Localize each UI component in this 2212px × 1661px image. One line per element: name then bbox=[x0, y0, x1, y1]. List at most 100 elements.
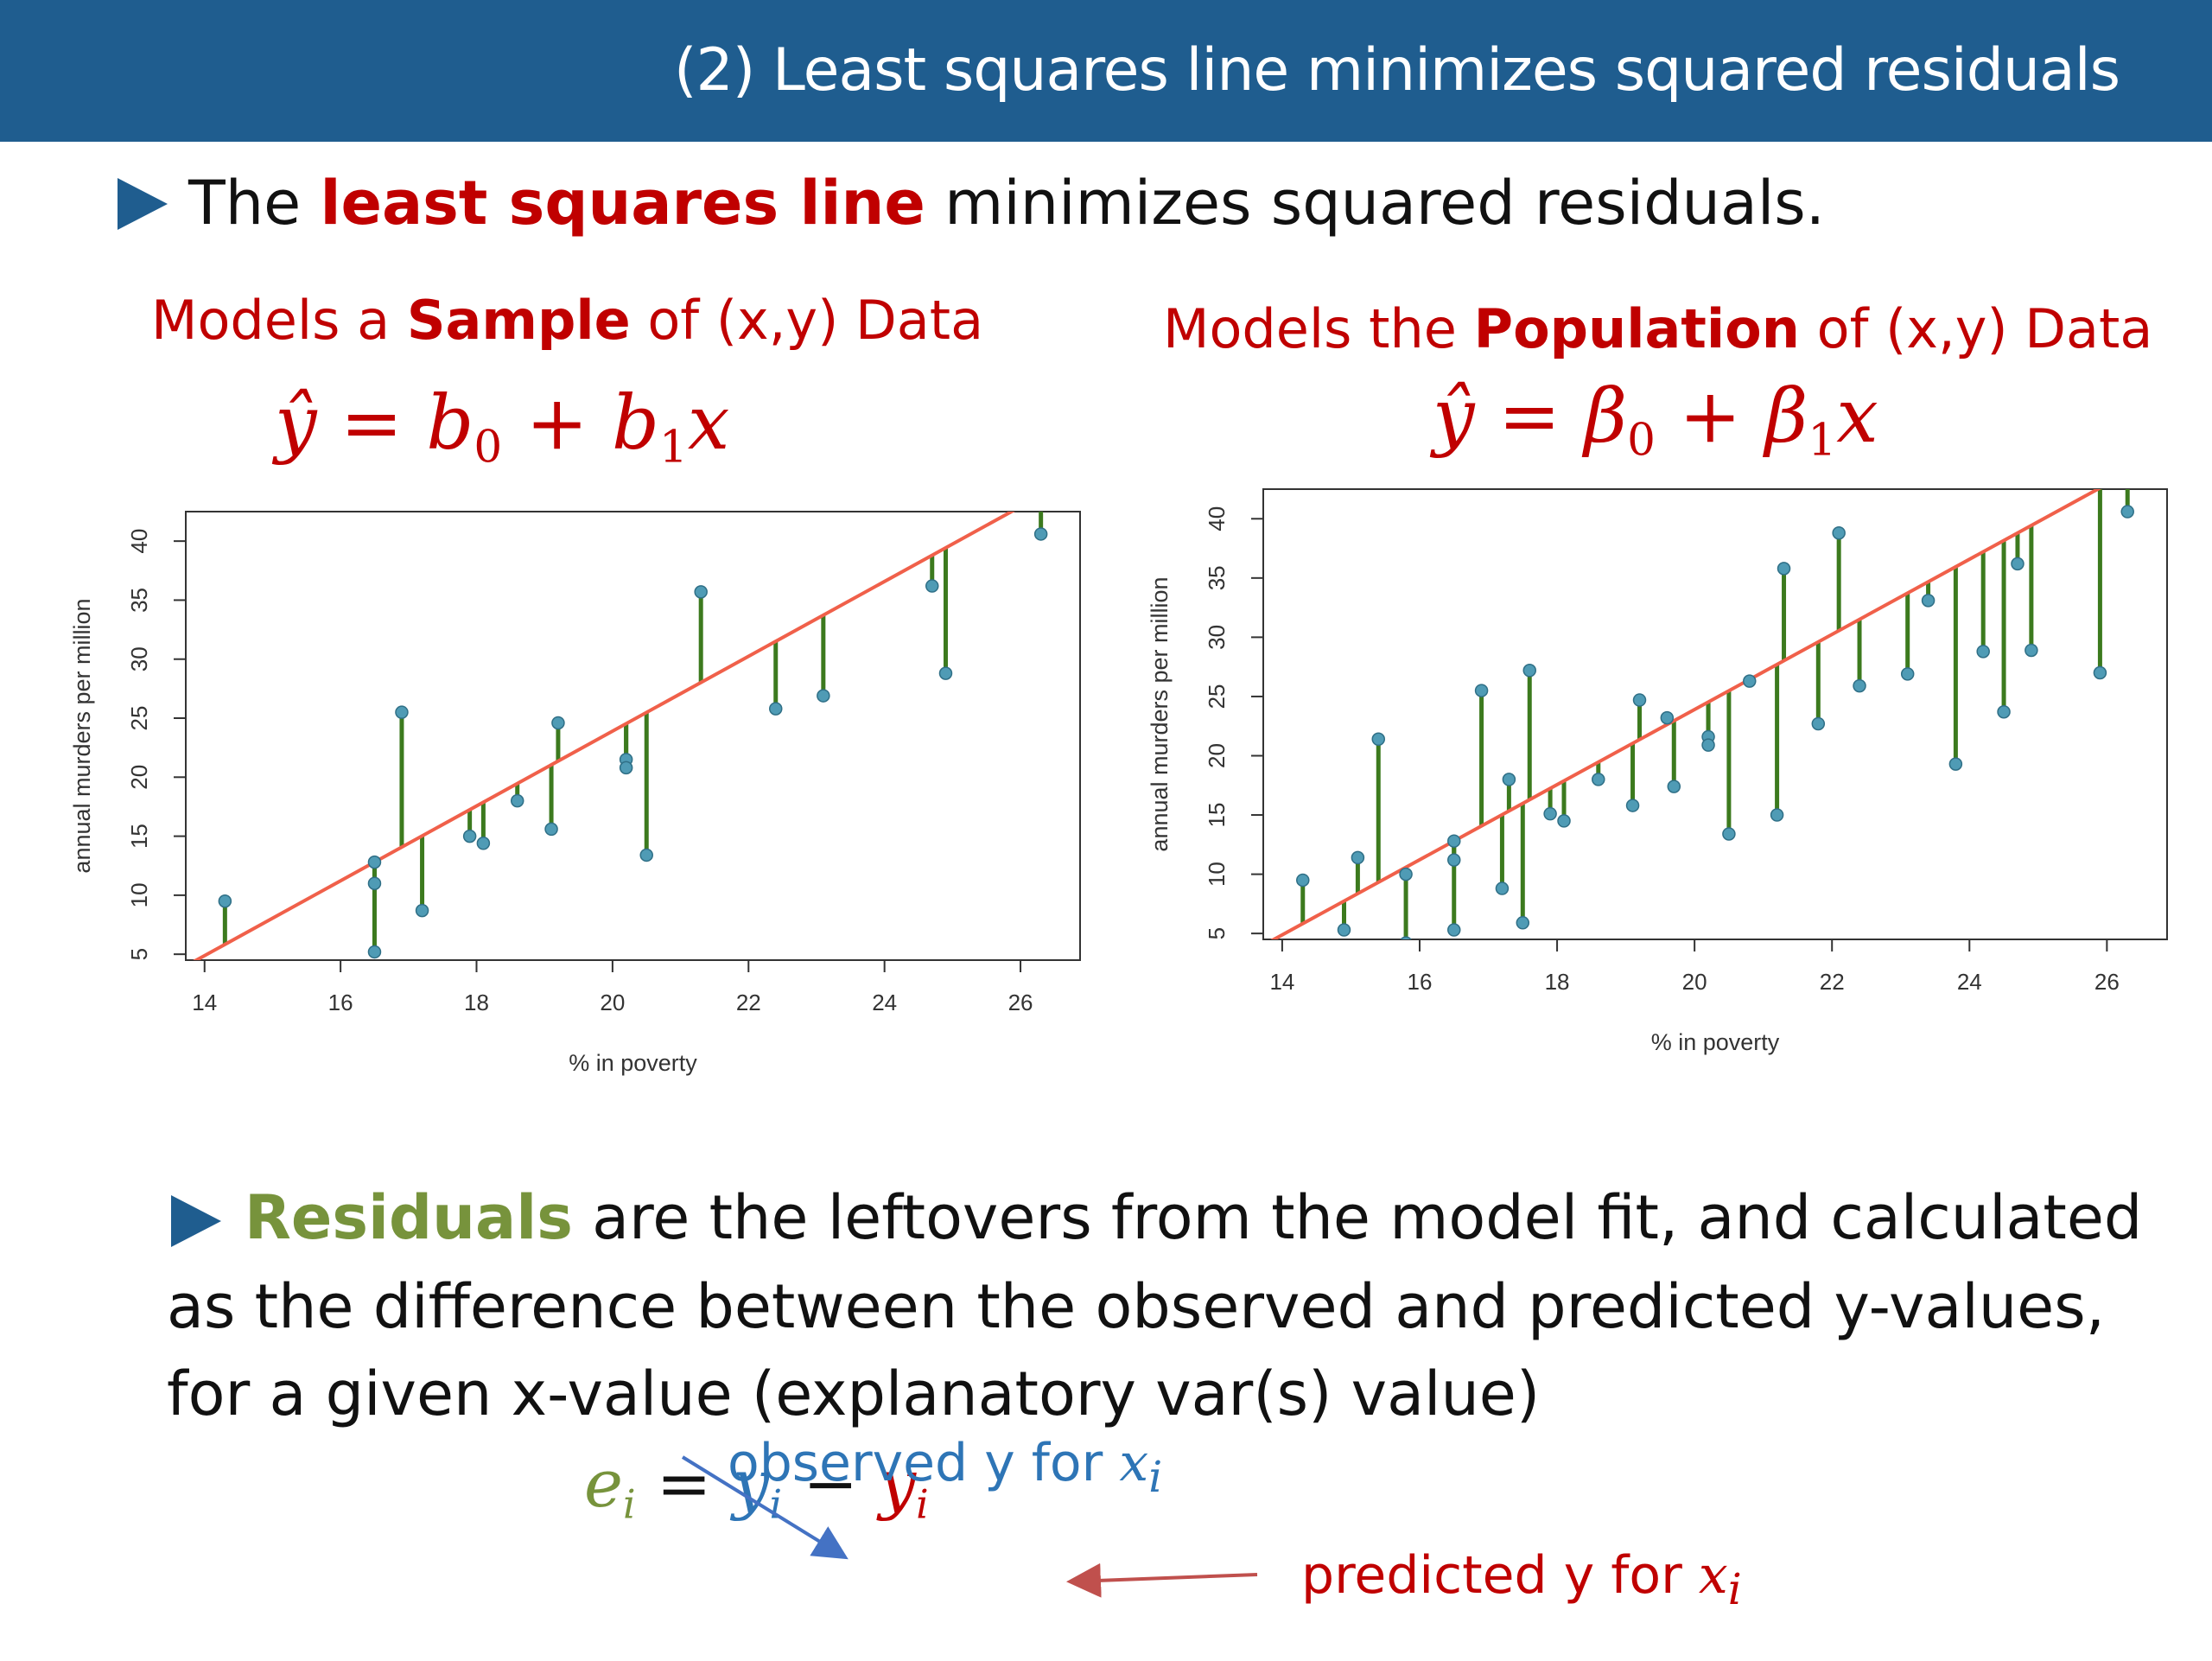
observed-var: x bbox=[1119, 1433, 1149, 1493]
formula-b1: b bbox=[611, 380, 660, 467]
fit-line bbox=[1270, 489, 2102, 939]
data-point bbox=[544, 822, 558, 837]
data-point bbox=[1625, 799, 1640, 812]
formula-plus: + bbox=[525, 380, 588, 467]
data-point bbox=[1337, 923, 1351, 937]
bullet-1-suffix: minimizes squared residuals. bbox=[944, 168, 1825, 239]
data-point bbox=[1701, 738, 1715, 752]
x-tick-label: 14 bbox=[192, 990, 217, 1015]
slide-title: (2) Least squares line minimizes squared… bbox=[674, 36, 2120, 105]
data-point bbox=[694, 585, 708, 599]
data-point bbox=[1399, 867, 1413, 881]
data-point bbox=[1832, 525, 1846, 540]
data-point bbox=[551, 716, 565, 730]
data-point bbox=[2011, 557, 2024, 571]
predicted-annotation: predicted y for xi bbox=[1301, 1545, 1742, 1614]
formula-yhat: ŷ bbox=[1433, 373, 1475, 460]
predicted-var: x bbox=[1698, 1545, 1728, 1606]
data-point bbox=[1921, 594, 1936, 608]
x-tick-label: 24 bbox=[1957, 969, 1982, 995]
data-point bbox=[476, 837, 491, 850]
formula-e: e bbox=[584, 1445, 623, 1522]
bullet-2-line-3: for a given x-value (explanatory var(s) … bbox=[167, 1359, 1541, 1429]
y-tick-label: 10 bbox=[126, 882, 152, 907]
x-axis-title: % in poverty bbox=[569, 1050, 697, 1076]
data-point bbox=[1543, 806, 1557, 821]
x-tick-label: 14 bbox=[1269, 969, 1294, 995]
formula-beta0: β bbox=[1584, 373, 1628, 460]
data-point bbox=[1592, 773, 1605, 786]
x-axis-title: % in poverty bbox=[1651, 1029, 1780, 1055]
y-tick-label: 25 bbox=[126, 706, 152, 731]
right-heading-suffix: of (x,y) Data bbox=[1816, 297, 2153, 360]
data-point bbox=[1777, 562, 1791, 576]
plot-data bbox=[1270, 489, 2134, 939]
chart-2: 14 16 18 20 22 24 26 5 10 15 20 25 30 35 40 % in povert… bbox=[1147, 488, 2168, 1055]
formula-equals: = bbox=[656, 1445, 712, 1522]
plot-frame bbox=[1262, 488, 2168, 940]
chart-1: 14 16 18 20 22 24 26 5 10 15 20 25 30 35 40 % in povert… bbox=[69, 511, 1081, 1076]
formula-yhat-sub: i bbox=[916, 1481, 929, 1528]
formula-plus: + bbox=[1679, 373, 1742, 460]
y-tick-label: 10 bbox=[1204, 862, 1230, 887]
y-tick-label: 20 bbox=[1204, 743, 1230, 768]
data-point bbox=[817, 689, 830, 703]
formula-yhat: y bbox=[879, 1445, 917, 1522]
formula-beta0-sub: 0 bbox=[1627, 414, 1656, 467]
formula-yhat: ŷ bbox=[275, 380, 317, 467]
data-point bbox=[1948, 757, 1963, 771]
x-tick-label: 22 bbox=[736, 990, 761, 1015]
data-point bbox=[1557, 814, 1571, 828]
y-tick-label: 40 bbox=[126, 529, 152, 554]
x-tick-label: 16 bbox=[328, 990, 353, 1015]
data-point bbox=[1351, 850, 1365, 865]
formula-e-sub: i bbox=[622, 1481, 636, 1528]
observed-annotation: observed y for xi bbox=[728, 1433, 1162, 1502]
data-point bbox=[1667, 780, 1681, 793]
bullet-2-line-1-rest: are the leftovers from the model fit, an… bbox=[592, 1182, 2143, 1253]
data-point bbox=[1447, 853, 1461, 867]
data-point bbox=[1900, 667, 1915, 681]
left-panel-heading: Models a Sample of (x,y) Data bbox=[151, 289, 983, 352]
data-point bbox=[2120, 505, 2134, 519]
data-point bbox=[769, 702, 783, 716]
y-tick-label: 35 bbox=[126, 588, 152, 613]
left-heading-bold: Sample bbox=[406, 289, 631, 352]
data-point bbox=[395, 705, 409, 719]
bullet-1-prefix: The bbox=[188, 168, 302, 239]
y-axis-title: annual murders per million bbox=[69, 598, 95, 873]
data-point bbox=[2093, 665, 2107, 680]
data-point bbox=[938, 666, 953, 680]
data-point bbox=[1516, 916, 1530, 930]
x-tick-label: 26 bbox=[1008, 990, 1033, 1015]
fit-line bbox=[193, 512, 1015, 960]
formula-b0-sub: 0 bbox=[474, 421, 503, 474]
right-heading-prefix: Models the bbox=[1163, 297, 1457, 360]
data-point bbox=[367, 855, 382, 869]
data-point bbox=[1400, 936, 1412, 939]
bullet-arrow-icon bbox=[118, 178, 168, 230]
y-tick-label: 40 bbox=[1204, 506, 1230, 531]
data-point bbox=[1997, 705, 2011, 719]
data-point bbox=[1502, 773, 1516, 786]
x-tick-label: 22 bbox=[1820, 969, 1845, 995]
data-point bbox=[1296, 873, 1310, 888]
right-panel-formula: ŷ = β0 + β1x bbox=[1433, 373, 1878, 466]
formula-x: x bbox=[1836, 373, 1878, 460]
left-panel-formula: ŷ = b0 + b1x bbox=[275, 380, 729, 473]
data-point bbox=[1853, 678, 1866, 693]
data-point bbox=[1495, 881, 1510, 895]
data-point bbox=[1770, 808, 1784, 822]
y-tick-label: 35 bbox=[1204, 565, 1230, 590]
left-heading-prefix: Models a bbox=[151, 289, 391, 352]
data-point bbox=[1660, 710, 1675, 725]
bullet-arrow-icon bbox=[171, 1195, 221, 1247]
y-tick-label: 5 bbox=[1204, 927, 1230, 939]
x-tick-label: 26 bbox=[2094, 969, 2120, 995]
x-tick-label: 20 bbox=[600, 990, 625, 1015]
y-tick-label: 30 bbox=[1204, 625, 1230, 650]
y-tick-label: 15 bbox=[126, 824, 152, 849]
formula-equals: = bbox=[1497, 373, 1560, 460]
right-heading-bold: Population bbox=[1473, 297, 1800, 360]
data-point bbox=[415, 903, 429, 918]
